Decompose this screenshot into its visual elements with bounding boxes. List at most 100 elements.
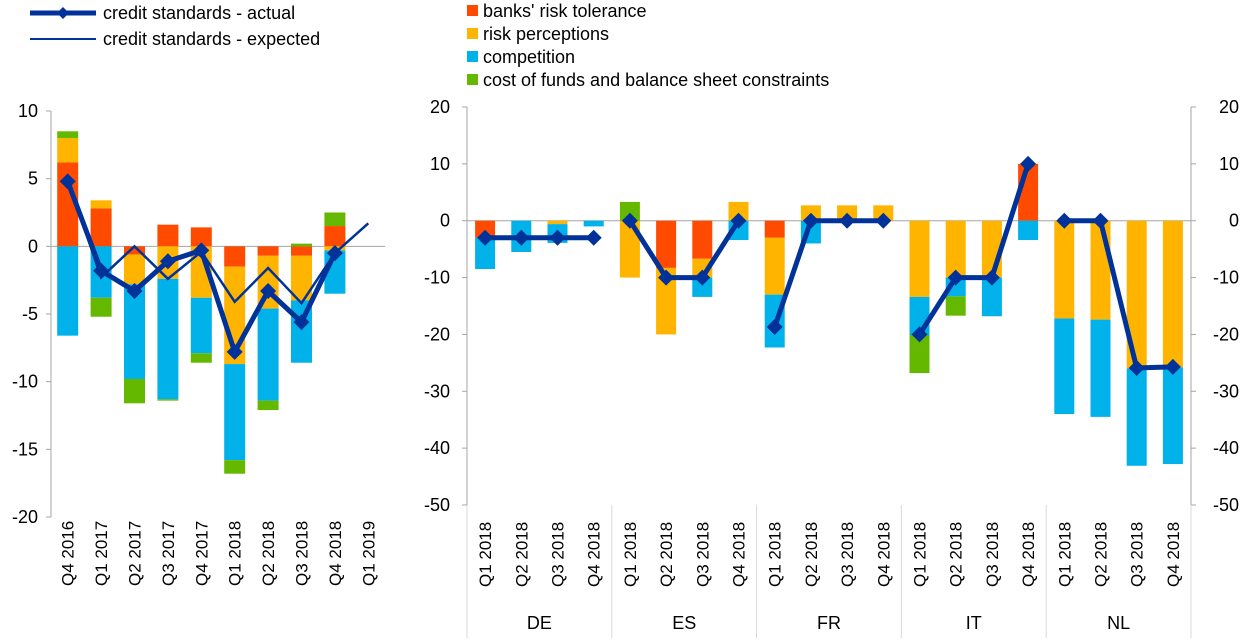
left-x-tick-label: Q1 2018: [226, 521, 245, 586]
bar-banks_risk_tolerance-right-0-0: [475, 220, 496, 238]
right-y-tick-label-right: -20: [1213, 324, 1239, 344]
bar-risk_perceptions-right-1-1: [656, 267, 677, 335]
left-x-tick-label: Q4 2016: [59, 521, 78, 586]
right-actual-marker: [549, 229, 566, 246]
left-y-tick-label: -20: [12, 507, 38, 527]
right-y-tick-label-right: -40: [1213, 438, 1239, 458]
right-y-tick-label-left: -10: [424, 268, 450, 288]
left-y-tick-label: 0: [28, 236, 38, 256]
right-x-tick-label: Q2 2018: [802, 522, 821, 587]
bar-cost_of_funds-left-1: [90, 297, 112, 317]
bar-risk_perceptions-right-2-0: [764, 237, 785, 295]
legend-swatch-competition: [467, 51, 478, 62]
bar-risk_perceptions-right-4-0: [1054, 220, 1075, 319]
right-actual-marker: [658, 269, 675, 286]
right-y-tick-label-left: -30: [424, 381, 450, 401]
bar-risk_perceptions-left-2: [124, 254, 145, 285]
right-y-tick-label-right: -30: [1213, 381, 1239, 401]
bar-cost_of_funds-left-6: [257, 400, 279, 411]
left-actual-marker: [226, 343, 243, 360]
bar-cost_of_funds-left-4: [190, 353, 212, 363]
legend-actual-label: credit standards - actual: [103, 3, 295, 23]
left-y-tick-label: -15: [12, 439, 38, 459]
bar-banks_risk_tolerance-right-2-0: [764, 220, 785, 238]
legend-swatch-risk_perceptions: [467, 28, 478, 39]
right-x-tick-label: Q3 2018: [549, 522, 568, 587]
bar-risk_perceptions-right-4-1: [1090, 220, 1111, 320]
bar-cost_of_funds-left-7: [291, 243, 312, 247]
left-actual-marker: [93, 262, 110, 279]
legend-label-risk_perceptions: risk perceptions: [483, 24, 609, 44]
bar-risk_perceptions-left-0: [57, 138, 79, 163]
right-x-tick-label: Q3 2018: [1128, 522, 1147, 587]
bar-competition-right-4-0: [1054, 318, 1075, 415]
bar-risk_perceptions-right-4-3: [1162, 220, 1183, 368]
bar-cost_of_funds-left-5: [224, 460, 246, 474]
bar-competition-right-0-3: [583, 220, 604, 227]
left-y-tick-label: -5: [22, 304, 38, 324]
right-y-tick-label-right: -10: [1213, 268, 1239, 288]
bar-cost_of_funds-left-2: [124, 378, 145, 404]
right-y-tick-label-left: -50: [424, 495, 450, 515]
left-actual-marker: [126, 282, 143, 299]
right-x-tick-label: Q4 2018: [1164, 522, 1183, 587]
bar-competition-right-4-3: [1162, 367, 1183, 465]
bar-banks_risk_tolerance-left-6: [257, 246, 279, 256]
bar-banks_risk_tolerance-right-1-1: [656, 220, 677, 268]
bar-risk_perceptions-right-1-0: [619, 220, 640, 278]
bar-competition-right-0-0: [475, 237, 496, 270]
right-x-tick-label: Q4 2018: [1019, 522, 1038, 587]
left-x-tick-label: Q2 2018: [259, 521, 278, 586]
right-x-tick-label: Q1 2018: [766, 522, 785, 587]
bar-competition-right-4-1: [1090, 319, 1111, 417]
left-y-tick-label: 10: [18, 101, 38, 121]
right-y-tick-label-right: 10: [1219, 154, 1239, 174]
bar-competition-right-1-2: [692, 277, 713, 297]
right-actual-marker: [911, 326, 928, 343]
right-y-tick-label-right: -50: [1213, 495, 1239, 515]
bar-banks_risk_tolerance-right-1-2: [692, 220, 713, 259]
bar-banks_risk_tolerance-left-2: [124, 246, 145, 255]
right-actual-marker: [766, 319, 783, 336]
right-x-tick-label: Q1 2018: [621, 522, 640, 587]
right-y-tick-label-left: -20: [424, 324, 450, 344]
bar-banks_risk_tolerance-left-1: [90, 208, 112, 247]
legend-actual-marker: [57, 7, 69, 19]
left-actual-marker: [326, 245, 343, 262]
bar-risk_perceptions-right-1-3: [728, 201, 749, 221]
group-label-it: IT: [966, 613, 982, 633]
right-actual-marker: [1092, 212, 1109, 229]
right-actual-line-fr: [772, 218, 884, 328]
right-y-tick-label-left: -40: [424, 438, 450, 458]
bar-competition-left-6: [257, 308, 279, 401]
right-actual-marker: [947, 269, 964, 286]
left-actual-marker: [159, 253, 176, 270]
right-actual-line-es: [627, 219, 741, 281]
right-actual-marker: [621, 212, 638, 229]
right-x-tick-label: Q2 2018: [657, 522, 676, 587]
left-y-tick-label: 5: [28, 169, 38, 189]
bar-risk_perceptions-right-4-2: [1126, 220, 1147, 369]
right-x-tick-label: Q2 2018: [512, 522, 531, 587]
left-y-tick-label: -10: [12, 372, 38, 392]
legend-swatch-banks_risk_tolerance: [467, 5, 478, 16]
group-label-fr: FR: [817, 613, 841, 633]
right-actual-marker: [694, 269, 711, 286]
right-actual-marker: [1164, 358, 1181, 375]
bar-competition-left-0: [57, 246, 79, 336]
right-actual-marker: [1128, 359, 1145, 376]
right-y-tick-label-right: 20: [1219, 97, 1239, 117]
group-label-de: DE: [527, 613, 552, 633]
right-actual-marker: [983, 269, 1000, 286]
right-x-tick-label: Q3 2018: [983, 522, 1002, 587]
bar-cost_of_funds-right-1-0: [619, 201, 640, 221]
legend-expected-label: credit standards - expected: [103, 29, 320, 49]
bar-competition-left-4: [190, 297, 212, 354]
left-x-tick-label: Q3 2018: [293, 521, 312, 586]
right-y-tick-label-left: 0: [440, 211, 450, 231]
bar-risk_perceptions-right-3-1: [945, 220, 966, 278]
right-actual-marker: [875, 212, 892, 229]
bar-competition-right-3-3: [1018, 220, 1039, 241]
bar-banks_risk_tolerance-left-8: [324, 226, 346, 247]
